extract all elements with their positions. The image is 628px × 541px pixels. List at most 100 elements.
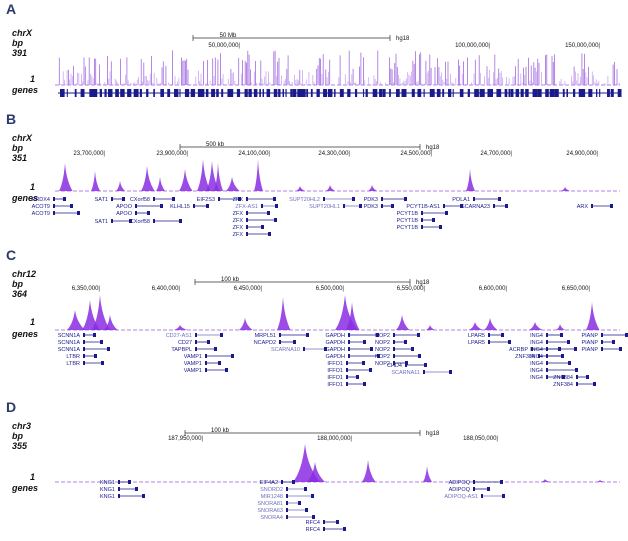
exon [206, 204, 209, 208]
exon [306, 333, 309, 337]
gene-label: VAMP1 [184, 368, 202, 374]
exon [381, 204, 383, 208]
gene-label: KLHL15 [170, 204, 190, 210]
coordinate: 24,900,000| [566, 151, 598, 157]
coordinate: 187,950,000| [168, 436, 203, 442]
exon [487, 487, 490, 491]
exon [377, 354, 380, 358]
panel-label: A [6, 1, 16, 17]
exon [352, 197, 355, 201]
exon [100, 340, 103, 344]
gene-block [248, 89, 252, 97]
panel-label: D [6, 399, 16, 415]
gene-label: LTBR [66, 354, 80, 360]
exon [128, 480, 131, 484]
exon [348, 354, 350, 358]
gene-label: ZFX [233, 225, 244, 231]
min: 1 [30, 317, 35, 327]
exon [142, 494, 145, 498]
gene-block [153, 89, 155, 97]
exon [346, 382, 348, 386]
gene-label: ING4 [530, 347, 543, 353]
exon [312, 515, 315, 519]
exon [423, 370, 425, 374]
gene-label: SCNN1A [58, 347, 81, 353]
gene-label: CD27-AS1 [166, 333, 192, 339]
gene-block [316, 89, 320, 97]
exon [153, 197, 155, 201]
exon [593, 382, 596, 386]
exon [246, 218, 248, 222]
exon [404, 340, 407, 344]
coordinate: 24,700,000| [480, 151, 512, 157]
exon [576, 382, 578, 386]
exon [324, 347, 327, 351]
gene-block [290, 89, 293, 97]
min: 1 [30, 74, 35, 84]
exon [546, 368, 548, 372]
track: genes [11, 193, 38, 203]
exon [393, 347, 395, 351]
exon [546, 340, 548, 344]
gene-block [190, 89, 196, 97]
gene-label: PIANP [581, 347, 598, 353]
exon [193, 204, 195, 208]
exon [381, 197, 383, 201]
gene-block [174, 89, 179, 97]
gene-label: NOP2 [375, 354, 390, 360]
coordinate: 6,450,000| [234, 286, 263, 292]
exon [111, 197, 113, 201]
exon [439, 225, 442, 229]
exon [218, 361, 221, 365]
exon [348, 347, 350, 351]
exon [323, 520, 325, 524]
signal-peak [59, 163, 73, 191]
scale-label: 50 Mb [220, 33, 237, 39]
exon [421, 218, 423, 222]
exon [286, 487, 288, 491]
signal-peak [466, 169, 475, 191]
exon [83, 361, 85, 365]
exon [53, 204, 55, 208]
signal-peak [396, 315, 410, 330]
max: 391 [12, 48, 27, 58]
exon [214, 347, 217, 351]
exon [610, 204, 613, 208]
gene-block [573, 89, 576, 97]
gene-label: PIANP [581, 333, 598, 339]
scale-label: 500 kb [206, 142, 225, 148]
coordinate: 23,900,000| [156, 151, 188, 157]
gene-label: MRPL51 [255, 333, 276, 339]
exon [508, 340, 511, 344]
exon [502, 494, 505, 498]
exon [274, 218, 277, 222]
signal-peak [179, 169, 193, 191]
gene-block [303, 89, 306, 97]
exon [560, 333, 563, 337]
exon [77, 211, 80, 215]
gene-block [467, 89, 470, 97]
gene-label: ZNF384 [515, 354, 535, 360]
gene-block [176, 89, 179, 97]
exon [460, 204, 463, 208]
gene-block [139, 89, 142, 97]
gene-label: SNORA81 [257, 501, 283, 507]
exon [567, 340, 570, 344]
exon [53, 197, 55, 201]
gene-label: IFFO1 [327, 368, 343, 374]
exon [118, 480, 120, 484]
scale-label: 100 kb [211, 428, 230, 434]
exon [421, 211, 423, 215]
exon [591, 204, 593, 208]
signal-peak [556, 324, 565, 330]
gene-block [448, 89, 452, 97]
signal-peak [541, 479, 550, 482]
exon [111, 219, 113, 223]
gene-label: NOP2 [375, 361, 390, 367]
gene-label: ING4 [530, 354, 543, 360]
gene-label: SCNN1A [58, 340, 81, 346]
exon [363, 340, 366, 344]
gene-block [365, 89, 368, 97]
gene-label: LTBR [66, 361, 80, 367]
